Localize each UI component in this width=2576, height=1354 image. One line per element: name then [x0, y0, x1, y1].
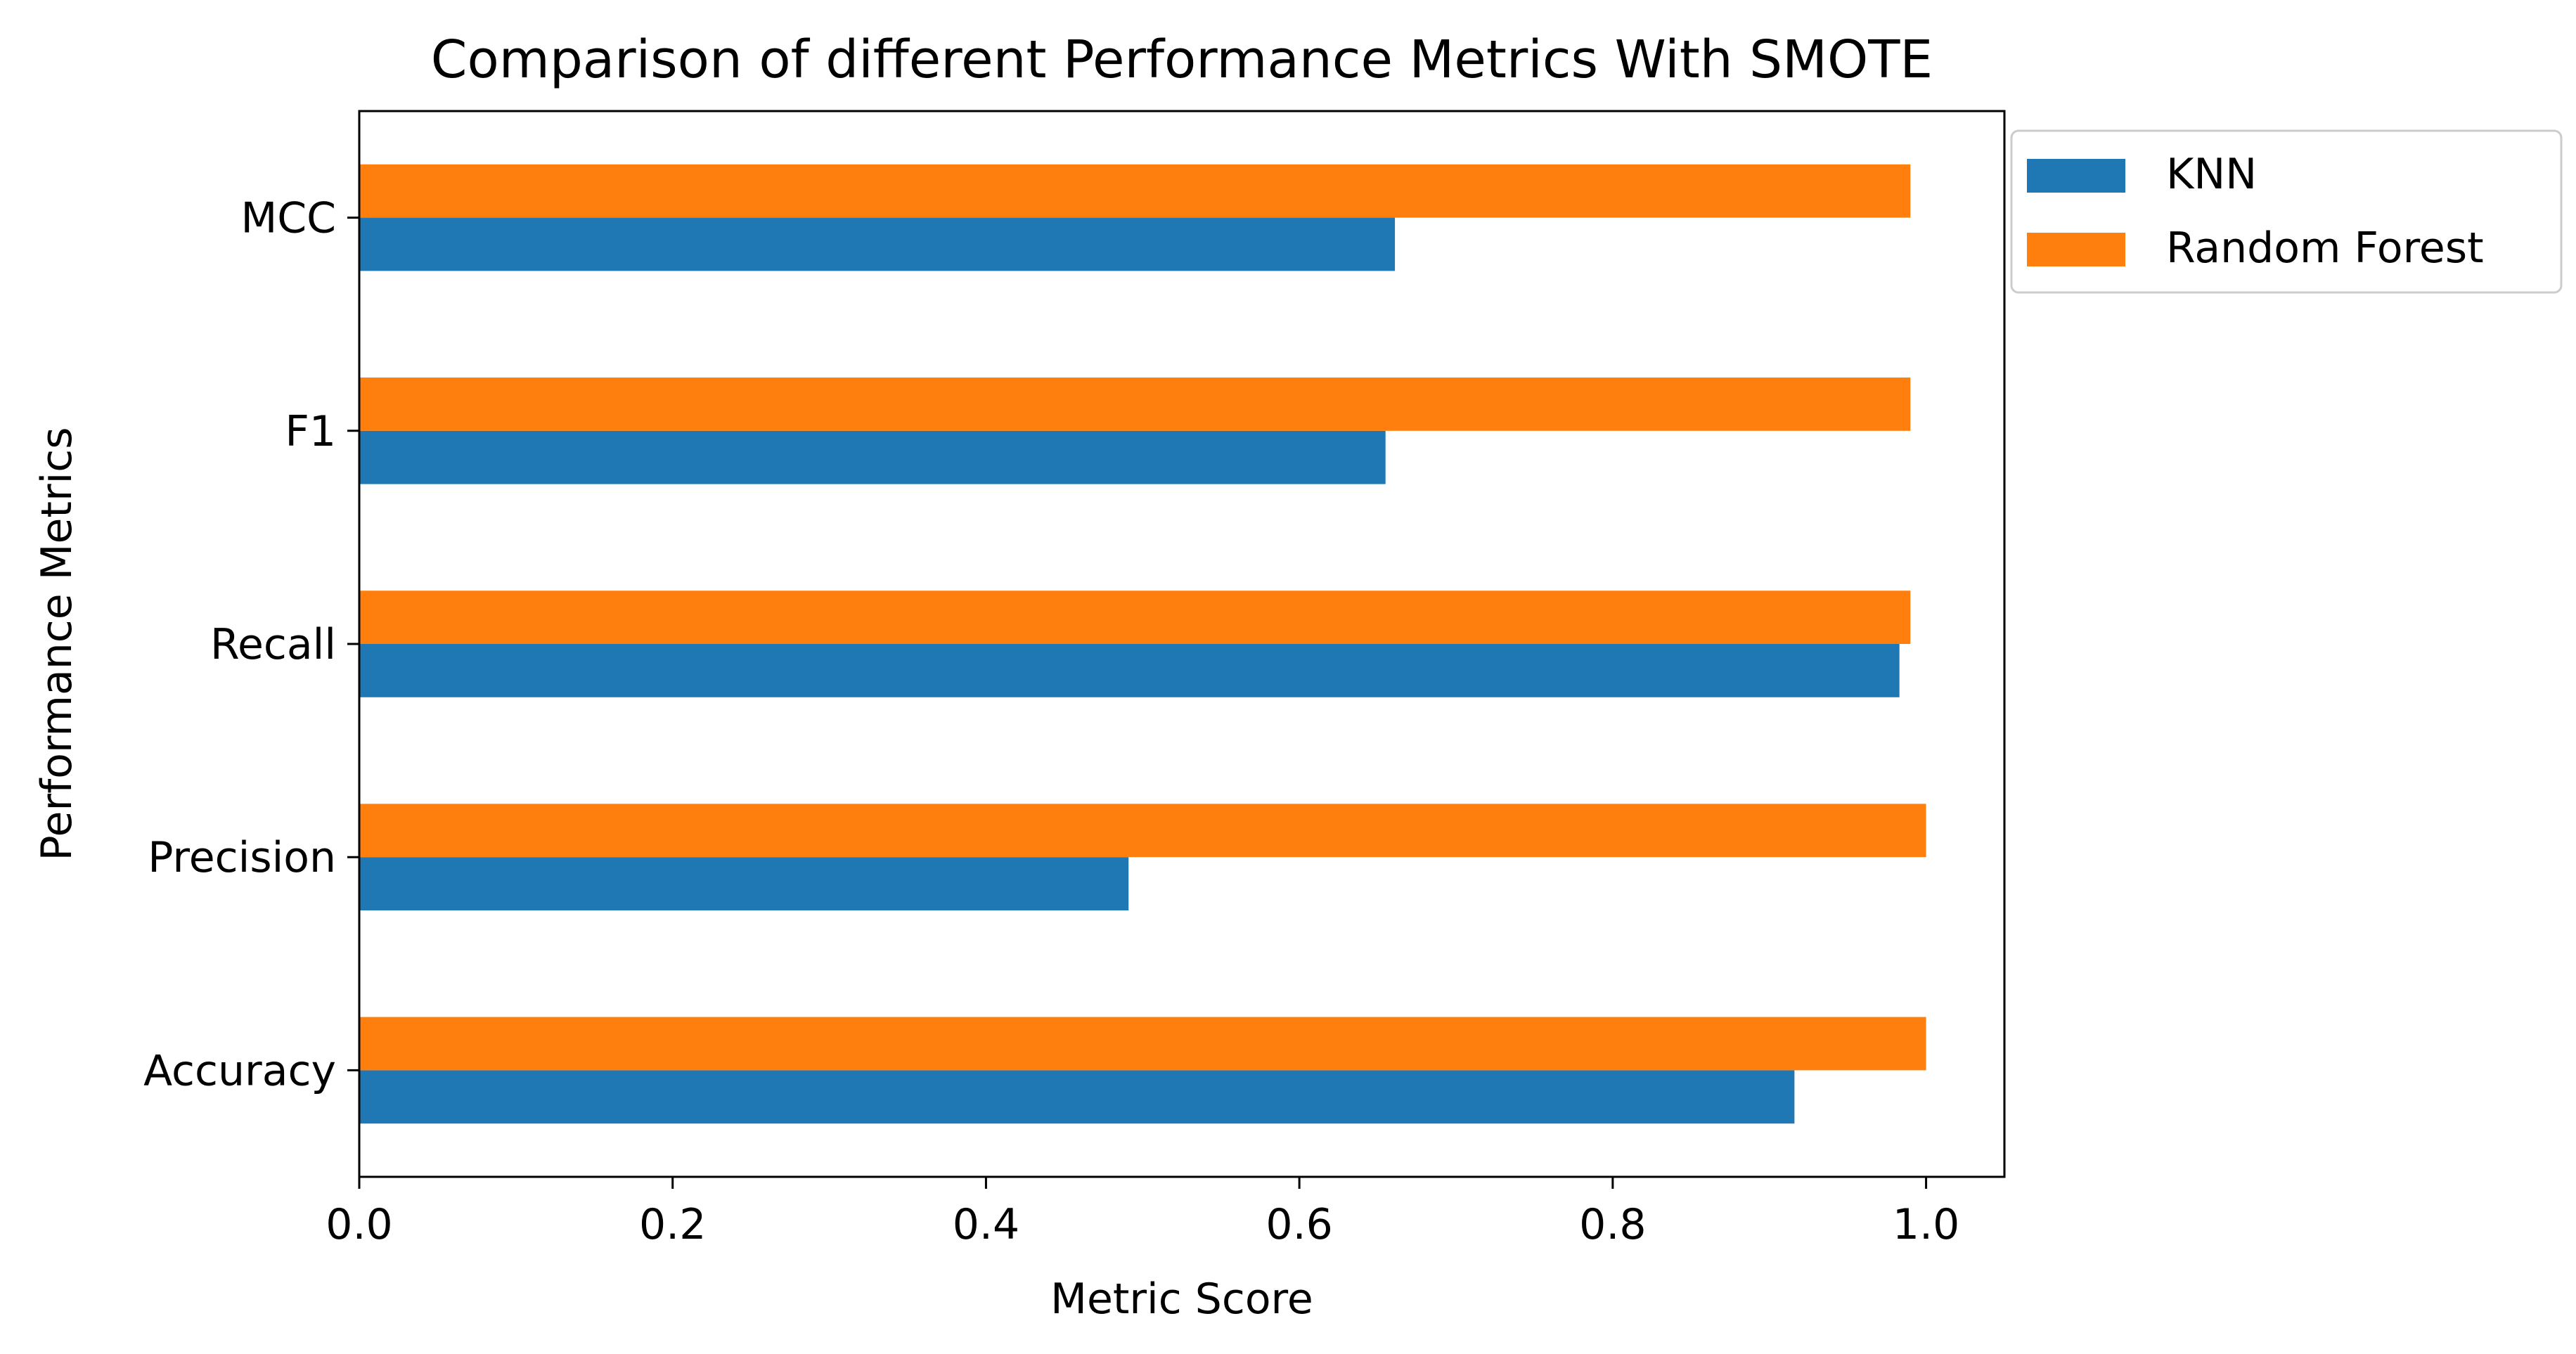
x-axis-label: Metric Score [1050, 1275, 1313, 1324]
plot-area-frame [358, 110, 2006, 1178]
x-tick-label: 0.6 [1266, 1200, 1332, 1249]
axis-ticks-group: 0.0 0.2 0.4 0.6 0.8 1.0 Accuracy Precision Recal… [143, 194, 1959, 1249]
legend-label: Random Forest [2166, 224, 2484, 273]
y-tick-label: F1 [285, 407, 336, 456]
x-tick-label: 0.0 [326, 1200, 392, 1249]
legend-box [2010, 129, 2563, 294]
x-tick-label: 0.4 [953, 1200, 1019, 1249]
bar-knn-precision [359, 857, 1129, 910]
bar-knn-recall [359, 644, 1900, 697]
y-tick-label: Recall [210, 620, 336, 669]
x-tick-label: 1.0 [1893, 1200, 1959, 1249]
legend: KNN Random Forest [2010, 129, 2563, 294]
chart-title: Comparison of different Performance Metr… [431, 30, 1933, 90]
bar-random-forest-recall [359, 591, 1911, 644]
y-axis-label: Performance Metrics [32, 427, 82, 860]
x-tick-label: 0.2 [639, 1200, 706, 1249]
bar-random-forest-accuracy [359, 1017, 1926, 1071]
legend-swatch [2027, 159, 2125, 193]
bar-knn-accuracy [359, 1070, 1795, 1124]
x-tick-label: 0.8 [1579, 1200, 1646, 1249]
y-tick-label: Accuracy [143, 1046, 336, 1095]
bar-knn-mcc [359, 217, 1396, 271]
y-tick-label: Precision [148, 833, 336, 882]
y-tick-label: MCC [240, 194, 336, 243]
bar-knn-f1 [359, 430, 1386, 484]
legend-label: KNN [2166, 150, 2257, 199]
legend-swatch [2027, 233, 2125, 266]
bar-random-forest-precision [359, 804, 1926, 858]
bar-random-forest-f1 [359, 378, 1911, 431]
bars-group [359, 164, 1926, 1124]
bar-random-forest-mcc [359, 164, 1911, 218]
